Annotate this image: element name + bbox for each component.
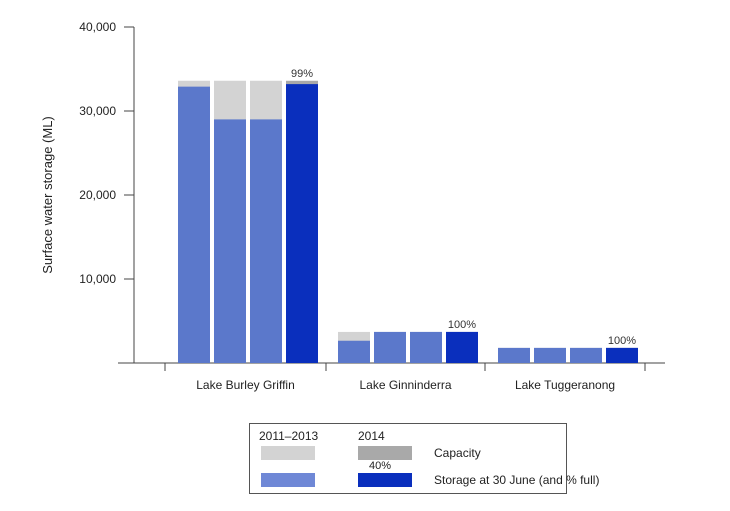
storage-bar: [338, 340, 370, 363]
legend-storage-label: Storage at 30 June (and % full): [434, 473, 600, 487]
storage-bar: [606, 347, 638, 363]
storage-bar: [374, 331, 406, 363]
legend-capacity-past-swatch: [261, 446, 315, 460]
storage-bar: [250, 119, 282, 364]
x-category-label: Lake Burley Griffin: [196, 378, 295, 392]
legend-period-latest: 2014: [358, 429, 385, 443]
storage-bar: [286, 84, 318, 364]
legend-period-past: 2011–2013: [259, 429, 319, 443]
percent-full-label: 100%: [608, 335, 636, 347]
legend-capacity-2014-swatch: [358, 446, 412, 460]
y-tick-label: 30,000: [79, 104, 116, 118]
y-tick-label: 40,000: [79, 20, 116, 34]
storage-bar: [534, 347, 566, 363]
storage-bar: [446, 331, 478, 363]
percent-full-label: 100%: [448, 319, 476, 331]
x-category-label: Lake Tuggeranong: [515, 378, 615, 392]
y-tick-label: 10,000: [79, 272, 116, 286]
legend-storage-2014-swatch: [358, 473, 412, 487]
percent-full-label: 99%: [291, 68, 313, 80]
legend-capacity-label: Capacity: [434, 446, 481, 460]
storage-bar: [410, 331, 442, 363]
y-tick-label: 20,000: [79, 188, 116, 202]
legend-sample-pct: 40%: [369, 460, 392, 472]
legend-storage-past-swatch: [261, 473, 315, 487]
storage-bar: [214, 119, 246, 364]
x-category-label: Lake Ginninderra: [359, 378, 451, 392]
storage-bar: [178, 86, 210, 363]
storage-bar: [570, 347, 602, 363]
storage-bar: [498, 347, 530, 363]
y-axis-label: Surface water storage (ML): [40, 116, 55, 274]
legend: 2011–2013 2014 Capacity 40% Storage at 3…: [249, 423, 599, 494]
